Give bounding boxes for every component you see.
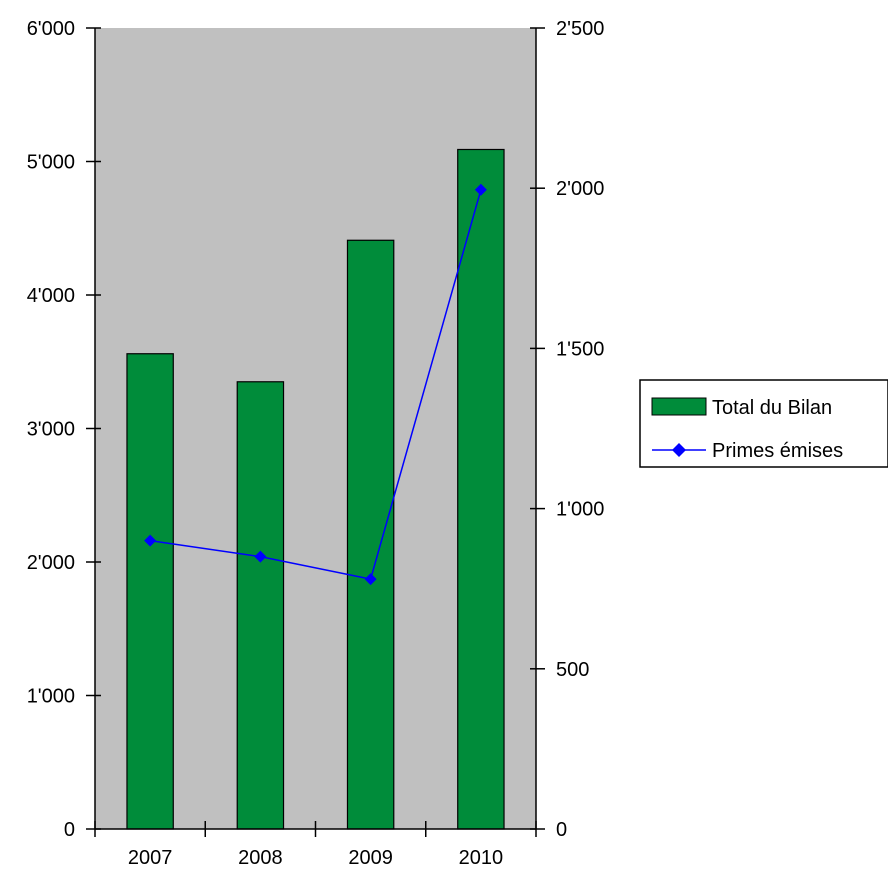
point-2008 [254,550,267,563]
left-tick-label: 2'000 [27,552,75,574]
point-2010 [474,183,487,196]
left-tick-label: 4'000 [27,285,75,307]
legend-label-total-du-bilan: Total du Bilan [712,397,832,419]
line-series [144,183,487,586]
right-tick-label: 500 [556,659,589,681]
legend-swatch-total-du-bilan [651,397,707,416]
point-2007 [144,534,157,547]
left-tick-label: 5'000 [27,152,75,174]
x-tick-label: 2007 [128,847,173,869]
bar-2008 [236,381,285,830]
right-tick-label: 2'000 [556,178,604,200]
right-tick-label: 1'000 [556,499,604,521]
legend: Total du Bilan Primes émises [639,379,888,468]
left-tick-label: 1'000 [27,686,75,708]
right-tick-label: 2'500 [556,18,604,40]
bar-2007 [126,353,174,830]
legend-label-primes-emises: Primes émises [712,440,843,462]
bar-series [126,148,505,830]
left-tick-label: 3'000 [27,419,75,441]
x-tick-label: 2009 [348,847,393,869]
axes: 0 1'000 2'000 3'000 4'000 5'000 6'000 0 500 1'000… [27,18,605,869]
right-tick-label: 1'500 [556,338,604,360]
x-tick-label: 2010 [459,847,504,869]
bar-2010 [457,148,505,830]
line-primes-emises [150,189,482,580]
legend-marker-primes-emises [672,443,686,457]
bar-2009 [346,239,395,830]
point-2009 [364,573,377,586]
right-tick-label: 0 [556,819,567,841]
left-tick-label: 6'000 [27,18,75,40]
x-tick-label: 2008 [238,847,283,869]
left-tick-label: 0 [64,819,75,841]
